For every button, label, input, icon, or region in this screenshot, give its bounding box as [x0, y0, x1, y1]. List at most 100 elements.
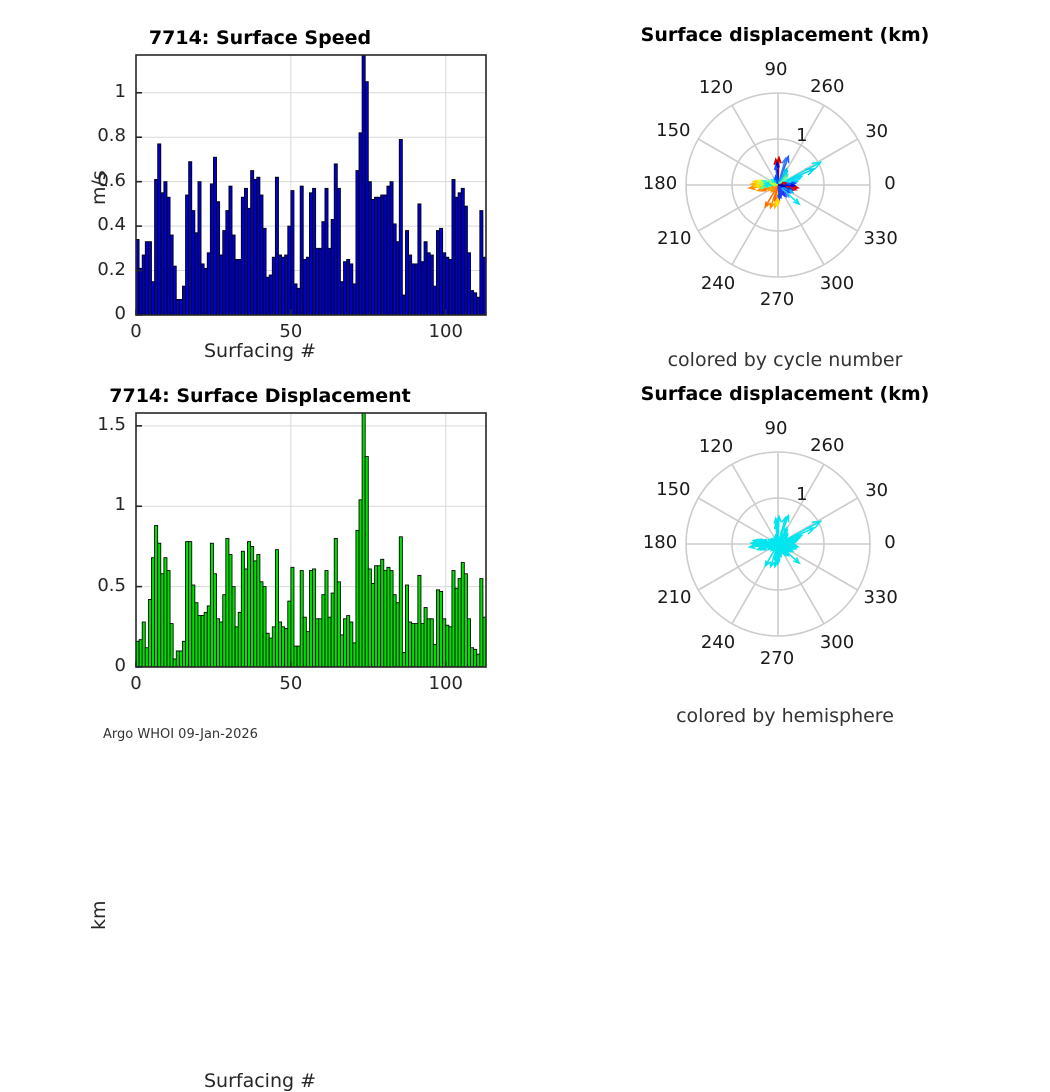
bar — [387, 567, 390, 667]
bar — [449, 627, 452, 667]
bar — [213, 574, 216, 667]
bar — [433, 286, 436, 315]
bar — [282, 257, 285, 315]
bar — [179, 651, 182, 667]
bar — [464, 206, 467, 315]
bar — [173, 659, 176, 667]
bar — [182, 641, 185, 667]
bar — [387, 186, 390, 315]
bar — [365, 456, 368, 667]
bar — [415, 624, 418, 667]
bar — [461, 188, 464, 315]
bar — [471, 648, 474, 667]
bar — [238, 259, 241, 315]
polar-theta-tick: 330 — [861, 587, 901, 608]
bar — [195, 603, 198, 667]
bar — [331, 593, 334, 667]
bar — [220, 255, 223, 315]
bar — [365, 82, 368, 315]
bar — [300, 186, 303, 315]
bar — [226, 538, 229, 667]
x-axis-label-displacement: Surfacing # — [0, 1070, 520, 1092]
bar — [226, 211, 229, 315]
bar — [248, 208, 251, 315]
polar-theta-tick: 150 — [653, 479, 693, 500]
bar — [189, 542, 192, 667]
bar — [210, 184, 213, 315]
bar — [340, 635, 343, 667]
bar — [294, 284, 297, 315]
bar — [173, 266, 176, 315]
y-tick-label: 0.6 — [0, 170, 126, 191]
x-tick-label: 50 — [251, 321, 331, 342]
bar — [251, 171, 254, 315]
bar — [244, 569, 247, 667]
polar-theta-tick: 30 — [857, 121, 897, 142]
x-tick-label: 100 — [406, 321, 486, 342]
bar — [356, 171, 359, 315]
bar — [427, 619, 430, 667]
bar — [402, 295, 405, 315]
polar-theta-tick: 240 — [698, 632, 738, 653]
polar-theta-tick: 270 — [757, 648, 797, 669]
bar — [340, 282, 343, 315]
polar-theta-tick: 120 — [696, 77, 736, 98]
polar-theta-tick: 150 — [653, 120, 693, 141]
polar-theta-tick: 210 — [654, 587, 694, 608]
bar — [467, 253, 470, 315]
bar — [207, 253, 210, 315]
bar — [232, 587, 235, 667]
bar — [217, 202, 220, 315]
bar — [350, 264, 353, 315]
polar-theta-tick: 270 — [757, 289, 797, 310]
bar — [396, 603, 399, 667]
bar — [328, 617, 331, 667]
bar — [220, 622, 223, 667]
y-tick-label: 0.8 — [0, 125, 126, 146]
bar — [458, 193, 461, 315]
bar — [272, 257, 275, 315]
bar — [192, 211, 195, 315]
bar — [424, 242, 427, 315]
polar-theta-tick: 30 — [857, 480, 897, 501]
panel-surface-displacement: 7714: Surface Displacement km Surfacing … — [0, 375, 520, 750]
bar — [182, 286, 185, 315]
y-tick-label: 1 — [0, 81, 126, 102]
bar — [229, 554, 232, 667]
bar — [418, 204, 421, 315]
bar — [347, 259, 350, 315]
panel-title-surface-speed: 7714: Surface Speed — [0, 27, 520, 49]
y-tick-label: 0.4 — [0, 214, 126, 235]
bar — [316, 619, 319, 667]
bar — [285, 628, 288, 667]
bar — [158, 543, 161, 667]
bar — [390, 571, 393, 667]
bar — [359, 500, 362, 667]
bar — [430, 255, 433, 315]
bar — [396, 242, 399, 315]
bar — [238, 612, 241, 667]
polar-hemisphere-plot — [520, 404, 1050, 734]
bar — [477, 654, 480, 667]
bar — [393, 224, 396, 315]
bar — [148, 242, 151, 315]
bar — [260, 195, 263, 315]
bar — [282, 627, 285, 667]
bar — [288, 601, 291, 667]
y-tick-label: 1.5 — [0, 414, 126, 435]
bar — [210, 543, 213, 667]
bar — [198, 616, 201, 667]
bar — [452, 179, 455, 315]
polar-radial-tick: 2 — [801, 435, 831, 456]
polar-radial-tick: 2 — [801, 76, 831, 97]
panel-title-polar-cycle: Surface displacement (km) — [520, 24, 1050, 46]
bar — [393, 595, 396, 667]
bar — [142, 622, 145, 667]
panel-title-surface-displacement: 7714: Surface Displacement — [0, 385, 520, 407]
bar — [480, 579, 483, 667]
bar — [452, 571, 455, 667]
bar — [328, 248, 331, 315]
y-tick-label: 0.5 — [0, 575, 126, 596]
bar — [275, 177, 278, 315]
